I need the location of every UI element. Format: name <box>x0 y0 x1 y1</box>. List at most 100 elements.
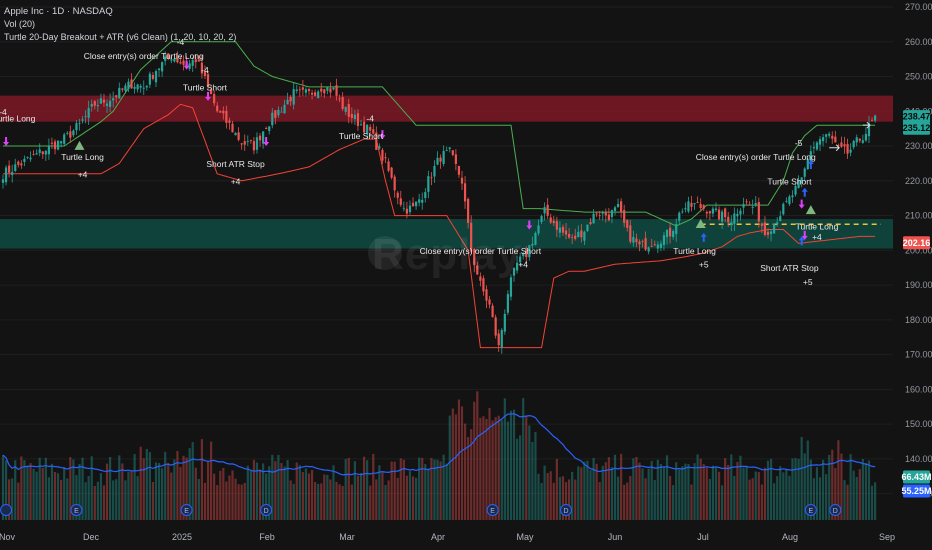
volume-bar <box>84 482 87 520</box>
candle-body <box>727 216 730 223</box>
symbol-title[interactable]: Apple Inc · 1D · NASDAQ <box>4 6 113 17</box>
price-axis[interactable]: 130.00140.00150.00160.00170.00180.00190.… <box>901 2 932 499</box>
trade-annotation: Short ATR Stop <box>206 159 265 169</box>
volume-bar <box>99 473 103 520</box>
volume-bar <box>791 458 794 520</box>
volume-bar <box>63 466 66 520</box>
candle-body <box>568 233 571 238</box>
volume-bar <box>249 470 252 520</box>
candle-body <box>209 89 213 95</box>
candle-body <box>494 317 497 336</box>
candle-body <box>763 222 767 235</box>
candle-body <box>843 144 846 147</box>
candle-body <box>855 137 858 143</box>
volume-bar <box>491 420 494 520</box>
volume-bar <box>552 482 555 520</box>
candle-body <box>846 144 849 154</box>
earnings-icon[interactable] <box>180 504 193 516</box>
volume-bar <box>855 477 858 520</box>
candle-body <box>647 247 650 252</box>
trade-annotation: Close entry(s) order Turtle Long <box>84 51 204 61</box>
volume-bar <box>112 480 115 520</box>
candle-body <box>678 212 681 221</box>
volume-bar <box>653 480 656 520</box>
candle-body <box>127 81 130 89</box>
candle-body <box>408 205 412 213</box>
candle-body <box>1 179 5 183</box>
time-axis[interactable]: Nov Dec 2025 Feb Mar Apr May Jun Jul Aug Sep <box>0 532 895 542</box>
volume-bar <box>512 409 516 520</box>
down-arrow-icon <box>205 91 212 101</box>
volume-bar <box>295 462 298 520</box>
candle-body <box>228 120 231 123</box>
volume-bar <box>127 471 130 520</box>
dividend-icon[interactable] <box>829 504 842 516</box>
volume-bar <box>509 410 513 520</box>
candle-body <box>834 136 837 143</box>
volume-bar <box>329 479 332 520</box>
earnings-icon[interactable] <box>486 504 499 516</box>
volume-bar <box>173 459 176 520</box>
volume-bar <box>369 485 372 520</box>
event-letter: E <box>74 508 79 515</box>
volume-bar <box>583 461 586 520</box>
price-label: 235.12 <box>903 123 931 133</box>
volume-bar <box>662 467 666 520</box>
volume-bar <box>733 476 736 520</box>
volume-bar <box>66 478 69 520</box>
candle-body <box>26 157 29 158</box>
volume-bar <box>616 476 620 520</box>
volume-bar <box>387 480 390 520</box>
volume-bar <box>359 473 363 520</box>
volume-bar <box>610 467 614 520</box>
volume-bar <box>861 459 864 520</box>
candle-body <box>448 147 451 149</box>
up-arrow-icon <box>798 236 805 246</box>
candle-body <box>467 198 470 223</box>
candle-body <box>757 202 760 222</box>
volume-bar <box>23 460 26 520</box>
time-tick-label: Sep <box>879 532 895 542</box>
candle-body <box>681 211 684 213</box>
dividend-icon[interactable] <box>560 504 573 516</box>
candle-body <box>341 97 344 109</box>
time-tick-label: Apr <box>431 532 445 542</box>
volume-bar <box>151 481 155 520</box>
candle-body <box>742 204 745 208</box>
candle-body <box>561 226 565 233</box>
candle-body <box>69 131 72 138</box>
candle-body <box>164 56 167 61</box>
candle-body <box>463 183 467 202</box>
candle-body <box>121 88 124 90</box>
dividend-icon[interactable] <box>260 504 273 516</box>
indicator-legend[interactable]: Turtle 20-Day Breakout + ATR (v6 Clean) … <box>4 32 237 42</box>
volume-bar <box>828 454 831 520</box>
trade-annotation: Turtle Long <box>796 221 839 231</box>
candle-body <box>635 238 638 243</box>
volume-bar <box>745 465 748 520</box>
volume-bar <box>821 459 825 520</box>
candle-body <box>852 140 855 148</box>
volume-bar <box>785 469 788 520</box>
volume-bar <box>372 453 375 520</box>
volume-bar <box>14 460 17 520</box>
candle-body <box>623 210 626 223</box>
candle-body <box>399 198 402 205</box>
volume-bar <box>182 455 185 520</box>
candle-body <box>515 262 519 271</box>
event-letter: D <box>264 508 269 515</box>
volume-bar <box>528 425 531 520</box>
volume-bar <box>38 457 41 520</box>
dividend-icon[interactable] <box>0 504 13 516</box>
volume-bar <box>647 468 650 520</box>
earnings-icon[interactable] <box>70 504 83 516</box>
volume-legend[interactable]: Vol (20) <box>4 19 36 29</box>
earnings-icon[interactable] <box>804 504 817 516</box>
candle-body <box>699 204 702 209</box>
volume-bar <box>20 456 23 520</box>
candle-body <box>632 236 635 243</box>
volume-bar <box>408 471 412 520</box>
candle-body <box>543 207 546 214</box>
candle-body <box>454 154 457 164</box>
